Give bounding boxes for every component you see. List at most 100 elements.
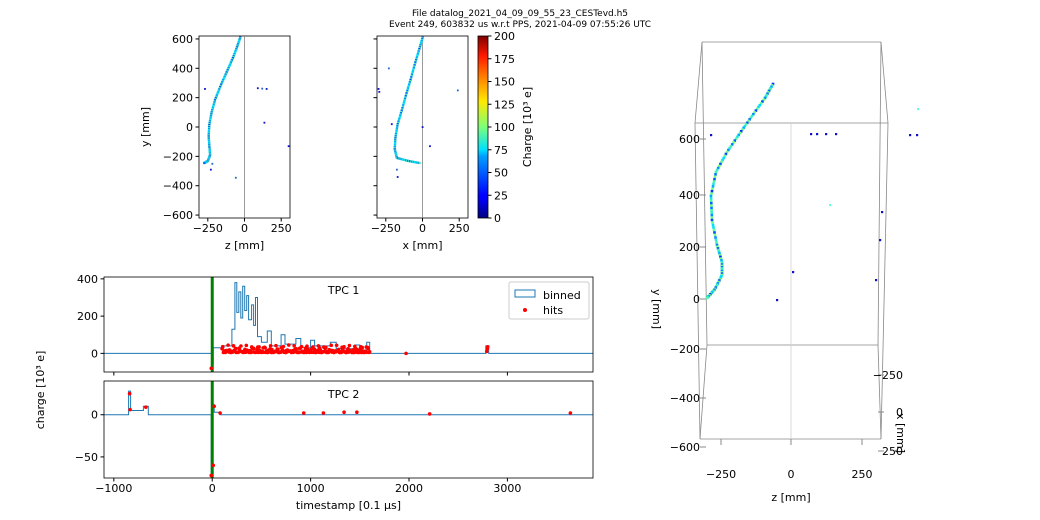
tpc1-ytick-label: 0 — [91, 347, 98, 360]
3d-track-point — [718, 252, 721, 255]
3d-track-point — [716, 166, 720, 170]
xy-track-point — [407, 86, 410, 89]
3d-track-point — [718, 277, 722, 281]
xy-track-point — [409, 77, 412, 80]
3d-track-point — [710, 206, 713, 210]
3d-xtick-label: −250 — [873, 369, 903, 382]
zy-track-point — [228, 63, 232, 66]
3d-track-point — [743, 124, 747, 128]
title-line-2: Event 249, 603832 us w.r.t PPS, 2021-04-… — [388, 20, 652, 30]
xy-track-point — [396, 121, 400, 125]
tpc2-xtick-label: 1000 — [297, 482, 325, 495]
3d-track-point — [734, 137, 738, 140]
xy-xlabel: x [mm] — [402, 239, 442, 252]
3d-track-point — [712, 228, 716, 232]
tpc1-hit-point — [209, 366, 214, 371]
tpc1-plot-area — [104, 277, 593, 372]
zy-track-point — [231, 58, 234, 61]
3d-track-point — [712, 226, 715, 229]
zy-track-point — [227, 66, 230, 70]
tpc1-ytick-label: 400 — [77, 273, 98, 286]
3d-track-point — [711, 187, 714, 191]
3d-stray-point — [875, 279, 878, 282]
xy-track-point — [411, 69, 415, 72]
zy-ytick-label: 0 — [186, 121, 193, 134]
xy-stray-point — [396, 168, 398, 171]
zy-track-point — [213, 100, 216, 103]
3d-track-point — [758, 103, 762, 107]
xy-track-point — [406, 88, 409, 91]
3d-track-point — [716, 245, 719, 248]
zy-xtick-label: 250 — [271, 222, 292, 235]
3d-ztick-label: 0 — [788, 468, 795, 481]
3d-track-point — [750, 114, 754, 118]
3d-ytick-label: 400 — [679, 189, 700, 202]
xy-track-point — [405, 92, 408, 95]
zy-track-point — [219, 84, 222, 87]
3d-track-point — [710, 192, 713, 195]
zy-stray-point — [211, 162, 214, 165]
zy-track-point — [212, 103, 215, 106]
tpc1-hit-point — [231, 344, 236, 348]
colorbar-tick-label: 100 — [494, 121, 515, 134]
zy-track-point — [214, 96, 217, 100]
zy-track-point — [221, 80, 224, 83]
3d-ytick-label: 600 — [679, 133, 700, 146]
3d-track-point — [733, 139, 737, 142]
xy-track-point — [417, 51, 420, 54]
tpc2-waveform-panel: −50 0 −1000 0 1000 2000 3000 TPC 2 timestamp [0.… — [75, 380, 594, 512]
tpc1-hit-point — [329, 343, 334, 348]
3d-track-point — [710, 209, 713, 212]
tpc1-hit-point — [404, 351, 408, 356]
tpc1-hit-point — [226, 343, 230, 347]
xy-track-point — [394, 135, 397, 138]
3d-track-point — [715, 284, 718, 288]
zy-track-point — [229, 61, 233, 64]
3d-track-point — [770, 85, 773, 89]
xy-track-point — [395, 128, 398, 131]
xy-stray-point — [421, 126, 424, 128]
xy-track-point — [410, 73, 414, 76]
colorbar-tick-label: 75 — [494, 144, 508, 157]
3d-track-point — [748, 118, 751, 121]
tpc2-hit-point — [211, 463, 216, 468]
3d-ytick-label: −200 — [670, 343, 700, 356]
3d-ytick-label: −400 — [670, 392, 700, 405]
3d-ztick-label: −250 — [706, 468, 736, 481]
tpc2-hit-point — [342, 410, 346, 415]
xy-track-point — [397, 119, 400, 122]
zy-track-point — [213, 101, 216, 104]
3d-track-point — [757, 105, 760, 109]
zy-track-point — [226, 68, 230, 71]
3d-ytick-label: 200 — [679, 241, 700, 254]
zy-stray-point — [263, 121, 266, 124]
3d-zlabel: z [mm] — [771, 491, 810, 504]
xy-track-point — [402, 103, 405, 106]
tpc2-axes-frame — [103, 380, 594, 479]
3d-stray-point — [776, 299, 779, 302]
zy-stray-point — [261, 87, 264, 90]
tpc2-binned-line — [104, 390, 593, 475]
3d-track-point — [713, 231, 716, 234]
3d-track-point — [714, 238, 718, 242]
zy-track-point — [224, 73, 227, 76]
tpc1-legend: binned hits — [508, 281, 590, 320]
3d-track-point — [714, 173, 717, 176]
3d-track-point — [715, 241, 718, 244]
tpc1-hit-point — [220, 344, 225, 349]
tpc1-hit-point — [342, 345, 346, 349]
zy-track-point — [223, 75, 226, 78]
3d-box-edge — [877, 344, 882, 440]
zy-track-point — [216, 91, 219, 95]
tpc2-title: TPC 2 — [327, 388, 360, 401]
3d-ytick-label: 0 — [693, 293, 700, 306]
3d-box-edge — [880, 122, 889, 440]
tpc1-hit-point — [292, 344, 296, 348]
zy-track-point — [215, 94, 218, 97]
xy-track-point — [410, 74, 413, 78]
3d-track-point — [738, 131, 742, 135]
tpc2-xtick-label: 0 — [209, 482, 216, 495]
3d-box-edge — [694, 41, 703, 124]
3d-track-point — [716, 282, 720, 285]
xy-track-point — [395, 127, 399, 130]
